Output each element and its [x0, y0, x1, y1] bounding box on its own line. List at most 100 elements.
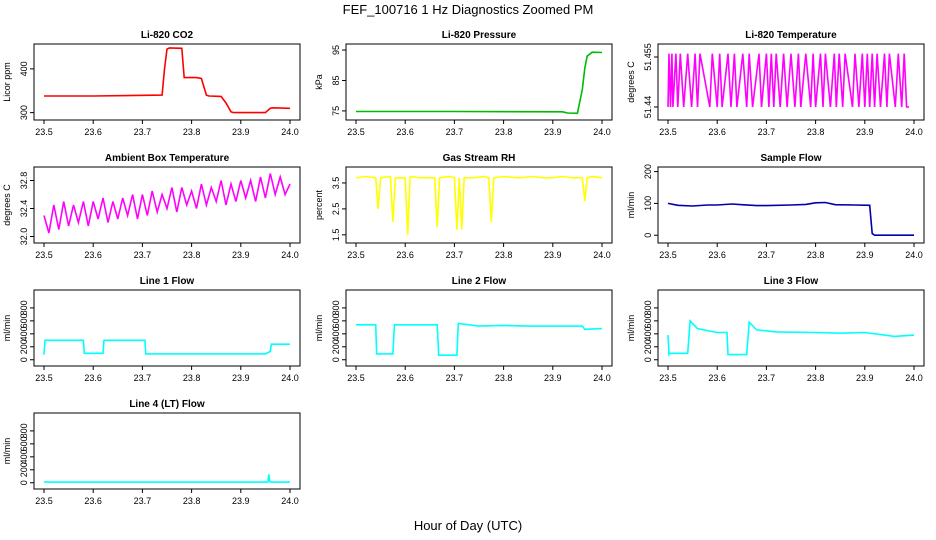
- x-tick-label: 23.7: [446, 250, 464, 260]
- y-tick-label: 0: [19, 480, 29, 485]
- x-tick-label: 23.8: [183, 127, 201, 137]
- y-tick-label: 400: [19, 326, 29, 341]
- y-tick-label: 200: [19, 462, 29, 477]
- x-tick-label: 23.5: [659, 250, 677, 260]
- x-tick-label: 23.7: [758, 127, 776, 137]
- panel-10: Line 4 (LT) Flow 23.5 23.6 23.7 23.8 23.9 24.0…: [2, 399, 301, 506]
- x-tick-label: 23.7: [134, 373, 152, 383]
- x-tick-label: 23.8: [495, 373, 513, 383]
- x-tick-label: 23.8: [495, 127, 513, 137]
- x-tick-label: 23.5: [659, 127, 677, 137]
- series-line: [356, 51, 603, 115]
- y-axis-label: ml/min: [314, 315, 324, 342]
- x-tick-label: 23.6: [84, 250, 102, 260]
- y-tick-label: 600: [643, 313, 653, 328]
- y-tick-label: 600: [19, 313, 29, 328]
- x-tick-label: 23.5: [35, 250, 53, 260]
- y-axis-label: degrees C: [626, 61, 636, 103]
- x-tick-label: 24.0: [281, 127, 299, 137]
- series-line: [43, 339, 290, 355]
- y-tick-label: 1.5: [331, 229, 341, 242]
- panel-title: Li-820 Pressure: [442, 30, 517, 41]
- y-tick-label: 400: [19, 449, 29, 464]
- series-line: [667, 53, 910, 108]
- plot-frame: [33, 43, 301, 121]
- x-tick-label: 23.5: [35, 127, 53, 137]
- y-tick-label: 75: [331, 106, 341, 116]
- x-tick-label: 23.5: [347, 250, 365, 260]
- x-tick-label: 23.8: [807, 127, 825, 137]
- x-tick-label: 23.7: [446, 373, 464, 383]
- panel-title: Line 2 Flow: [452, 276, 507, 287]
- x-axis-label: Hour of Day (UTC): [413, 518, 523, 533]
- x-tick-label: 23.8: [807, 373, 825, 383]
- y-tick-label: 400: [331, 326, 341, 341]
- y-tick-label: 200: [643, 339, 653, 354]
- x-tick-label: 23.6: [708, 373, 726, 383]
- x-tick-label: 24.0: [593, 127, 611, 137]
- x-tick-label: 23.9: [544, 373, 562, 383]
- series-line: [355, 175, 603, 235]
- x-tick-label: 23.9: [232, 250, 250, 260]
- x-tick-label: 23.6: [396, 250, 414, 260]
- series-line: [667, 319, 915, 357]
- panel-9: Line 3 Flow 23.5 23.6 23.7 23.8 23.9 24.0 0 2004…: [626, 276, 925, 383]
- y-tick-label: 400: [643, 326, 653, 341]
- figure-title: FEF_100716 1 Hz Diagnostics Zoomed PM: [342, 2, 594, 17]
- x-tick-label: 24.0: [593, 373, 611, 383]
- y-tick-label: 300: [19, 105, 29, 120]
- x-tick-label: 23.9: [856, 373, 874, 383]
- y-tick-label: 32.4: [19, 200, 29, 218]
- x-tick-label: 24.0: [281, 250, 299, 260]
- x-tick-label: 23.5: [659, 373, 677, 383]
- y-tick-label: 85: [331, 75, 341, 85]
- x-tick-label: 23.9: [856, 127, 874, 137]
- y-tick-label: 200: [331, 339, 341, 354]
- panel-4: Ambient Box Temperature 23.5 23.6 23.7 23.8 2…: [2, 153, 301, 260]
- x-tick-label: 23.6: [396, 373, 414, 383]
- y-tick-label: 0: [643, 357, 653, 362]
- x-tick-label: 23.9: [232, 496, 250, 506]
- x-tick-label: 23.8: [183, 250, 201, 260]
- x-tick-label: 23.5: [347, 127, 365, 137]
- x-tick-label: 24.0: [905, 250, 923, 260]
- plot-frame: [33, 289, 301, 367]
- panel-6: Sample Flow 23.5 23.6 23.7 23.8 23.9 24.0 0 100 2…: [626, 153, 925, 260]
- x-tick-label: 23.9: [232, 373, 250, 383]
- x-tick-label: 23.7: [446, 127, 464, 137]
- y-tick-label: 32.8: [19, 172, 29, 190]
- plot-frame: [657, 166, 925, 244]
- y-tick-label: 200: [643, 164, 653, 179]
- y-axis-label: ml/min: [626, 192, 636, 219]
- plot-frame: [33, 412, 301, 490]
- x-tick-label: 23.6: [708, 127, 726, 137]
- y-tick-label: 600: [19, 436, 29, 451]
- y-axis-label: ml/min: [2, 315, 12, 342]
- plot-frame: [33, 166, 301, 244]
- series-line: [44, 47, 291, 114]
- panel-title: Line 3 Flow: [764, 276, 819, 287]
- y-tick-label: 200: [19, 339, 29, 354]
- panel-1: Li-820 CO2 23.5 23.6 23.7 23.8 23.9 24.0 300 400…: [2, 30, 301, 137]
- x-tick-label: 23.5: [347, 373, 365, 383]
- panel-title: Li-820 CO2: [141, 30, 194, 41]
- x-tick-label: 23.7: [134, 127, 152, 137]
- x-tick-label: 23.9: [544, 250, 562, 260]
- panel-title: Gas Stream RH: [443, 153, 516, 164]
- x-tick-label: 23.9: [856, 250, 874, 260]
- panel-title: Sample Flow: [760, 153, 821, 164]
- panel-2: Li-820 Pressure 23.5 23.6 23.7 23.8 23.9 24.0 7…: [314, 30, 613, 137]
- x-tick-label: 23.8: [183, 373, 201, 383]
- y-axis-label: ml/min: [2, 438, 12, 465]
- x-tick-label: 23.6: [84, 127, 102, 137]
- panel-title: Line 4 (LT) Flow: [129, 399, 205, 410]
- series-line: [44, 474, 290, 483]
- y-tick-label: 3.5: [331, 177, 341, 190]
- x-tick-label: 24.0: [281, 496, 299, 506]
- series-line: [43, 173, 291, 234]
- y-tick-label: 400: [19, 61, 29, 76]
- x-tick-label: 23.6: [708, 250, 726, 260]
- x-tick-label: 23.7: [134, 250, 152, 260]
- x-tick-label: 23.8: [807, 250, 825, 260]
